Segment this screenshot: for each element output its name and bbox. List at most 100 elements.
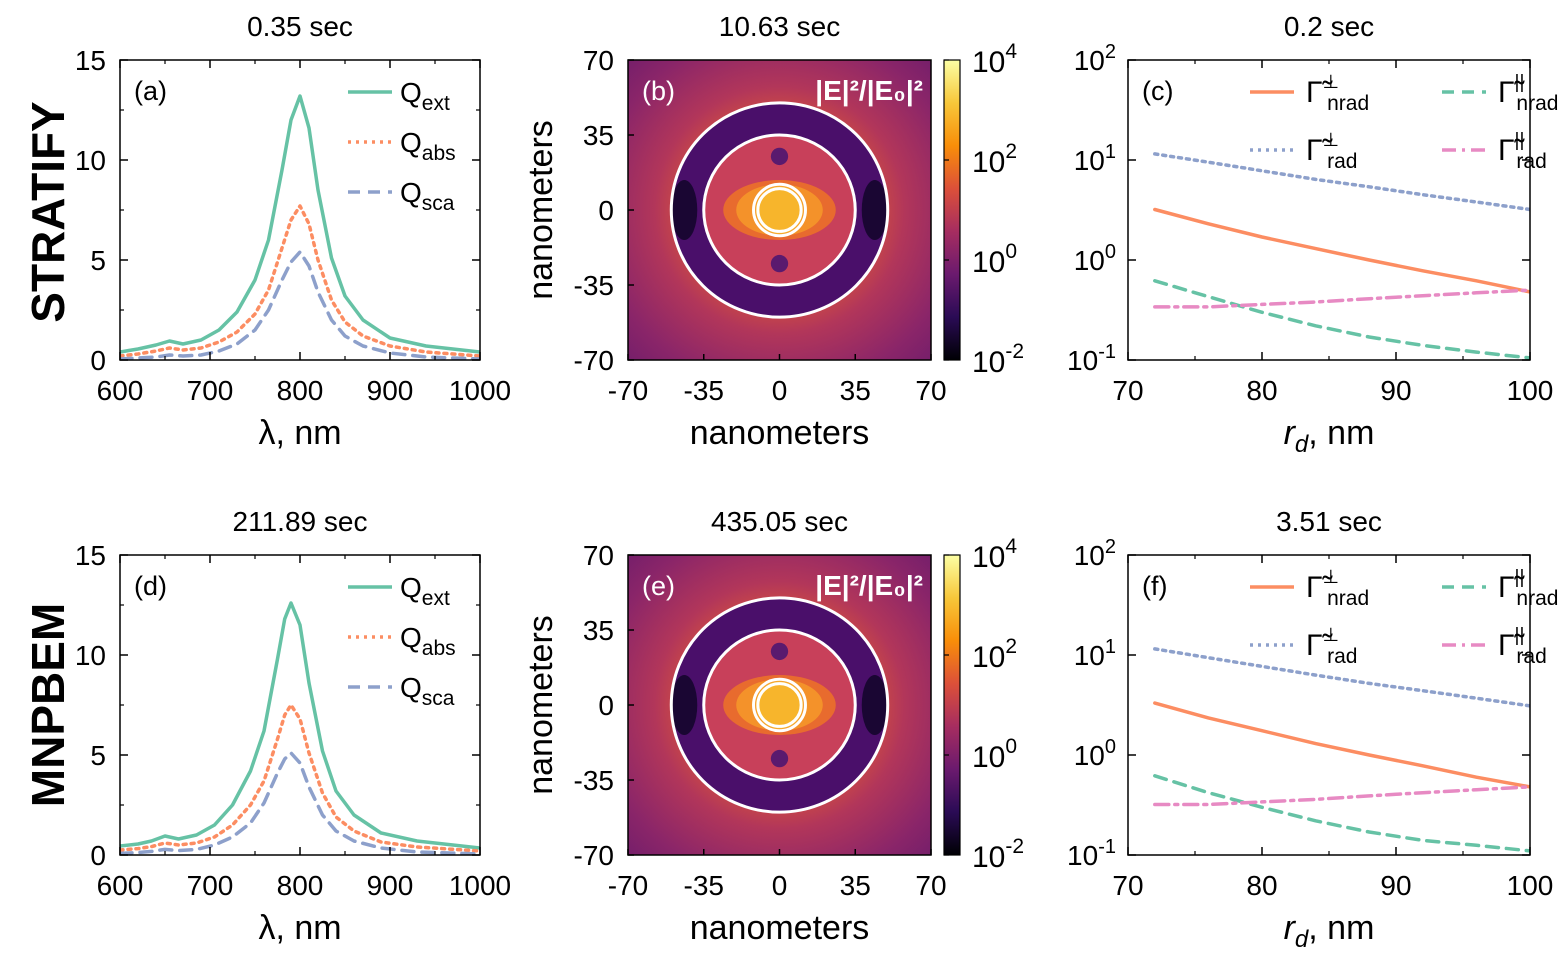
colorbar-tick-mantissa: 10: [972, 46, 1005, 79]
panel-label: (f): [1142, 571, 1167, 601]
x-tick-label: 70: [915, 870, 946, 901]
legend-label-rad-par: Γ̃|| rad: [1498, 130, 1547, 173]
legend-superscript: ||: [1515, 130, 1525, 151]
x-tick-label: 700: [187, 375, 234, 406]
colorbar-tick-mantissa: 10: [972, 146, 1005, 179]
x-tick-label: 70: [1112, 375, 1143, 406]
y-tick-mantissa: 10: [1074, 245, 1105, 276]
x-axis-subscript: d: [1295, 926, 1309, 953]
y-tick-label: 15: [75, 45, 106, 76]
panel-label: (d): [134, 571, 167, 601]
x-tick-label: 100: [1507, 375, 1554, 406]
colorbar: [943, 554, 961, 856]
legend-superscript: ||: [1515, 72, 1525, 93]
legend-superscript: ⊥: [1323, 130, 1340, 151]
colorbar-tick-label: 102: [972, 140, 1017, 179]
legend-label-nrad-perp: Γ̃⊥ nrad: [1306, 72, 1369, 115]
shell-min-right: [861, 675, 888, 735]
panel-title: 10.63 sec: [719, 11, 840, 42]
colorbar-tick-label: 100: [972, 735, 1017, 774]
y-tick-label: 0: [598, 195, 614, 226]
legend-superscript: ⊥: [1323, 567, 1340, 588]
legend-subscript: nrad: [1516, 92, 1558, 115]
legend-symbol: Q: [400, 127, 422, 158]
y-tick-label: 102: [1074, 41, 1116, 76]
shell-min-right: [861, 180, 888, 240]
y-tick-exponent: 0: [1105, 736, 1116, 758]
y-tick-exponent: 1: [1105, 141, 1116, 163]
panel-b: -70 -35 0 35 70 -70 -35 0 35 70 10.63 sec (b) |E|²/|…: [522, 11, 1024, 452]
legend-symbol: Q: [400, 622, 422, 653]
y-tick-label: 15: [75, 540, 106, 571]
x-tick-label: 90: [1380, 870, 1411, 901]
y-tick-mantissa: 10: [1074, 740, 1105, 771]
y-tick-mantissa: 10: [1074, 145, 1105, 176]
series-line-ext: [120, 94, 480, 354]
x-tick-label: 900: [367, 870, 414, 901]
series-line-rad-par: [1153, 785, 1530, 807]
legend-superscript: ⊥: [1323, 625, 1340, 646]
x-tick-label: 35: [840, 375, 871, 406]
legend-subscript: ext: [422, 92, 450, 115]
x-tick-label: -35: [684, 870, 724, 901]
x-tick-label: 100: [1507, 870, 1554, 901]
panel-title: 0.2 sec: [1284, 11, 1374, 42]
x-axis-label: λ, nm: [258, 909, 341, 947]
x-tick-label: 800: [277, 870, 324, 901]
legend-subscript: rad: [1516, 645, 1546, 668]
y-tick-label: -35: [574, 270, 614, 301]
colorbar-tick-exponent: 4: [1005, 535, 1017, 558]
y-tick-label: 100: [1074, 241, 1116, 276]
series-line-nrad-par: [1153, 774, 1530, 853]
colorbar-tick-label: 102: [972, 635, 1017, 674]
y-tick-exponent: 2: [1105, 536, 1116, 558]
legend-subscript: nrad: [1327, 92, 1369, 115]
node-bottom: [770, 749, 789, 768]
series-line-nrad-perp: [1153, 701, 1530, 789]
shell-min-left: [671, 180, 698, 240]
y-tick-label: 100: [1074, 736, 1116, 771]
x-tick-label: 700: [187, 870, 234, 901]
series-line-abs: [120, 204, 480, 358]
legend-label-abs: Qabs: [400, 127, 456, 165]
y-tick-mantissa: 10: [1074, 540, 1105, 571]
x-tick-label: 80: [1246, 375, 1277, 406]
y-tick-mantissa: 10: [1074, 45, 1105, 76]
colorbar-tick-exponent: 0: [1005, 735, 1017, 758]
colorbar-tick-mantissa: 10: [972, 841, 1005, 874]
series-group: [1153, 647, 1530, 853]
boundary-circle: [669, 101, 890, 319]
boundary-circle: [756, 682, 803, 728]
legend-subscript: rad: [1516, 150, 1546, 173]
y-tick-label: 5: [90, 740, 106, 771]
boundary-circle: [752, 182, 807, 238]
x-tick-label: 70: [1112, 870, 1143, 901]
legend-subscript: rad: [1327, 150, 1357, 173]
series-group: [1153, 152, 1530, 360]
x-tick-label: -35: [684, 375, 724, 406]
legend-label-ext: Qext: [400, 77, 450, 115]
boundary-circle: [669, 596, 890, 814]
y-tick-label: 0: [90, 345, 106, 376]
legend-subscript: abs: [422, 637, 456, 660]
panel-title: 211.89 sec: [233, 506, 368, 537]
y-tick-mantissa: 10: [1067, 345, 1098, 376]
colorbar-tick-mantissa: 10: [972, 641, 1005, 674]
colorbar-tick-exponent: -2: [1005, 835, 1024, 858]
panel-title: 3.51 sec: [1276, 506, 1382, 537]
x-axis-symbol: r: [1284, 909, 1297, 947]
x-tick-label: 800: [277, 375, 324, 406]
y-axis-label: nanometers: [522, 615, 560, 795]
y-axis-label: nanometers: [522, 120, 560, 300]
series-line-rad-perp: [1153, 152, 1530, 212]
boundary-circle: [702, 628, 857, 782]
x-tick-label: 900: [367, 375, 414, 406]
legend-subscript: nrad: [1327, 587, 1369, 610]
node-top: [770, 642, 789, 661]
x-axis-symbol: r: [1284, 414, 1297, 452]
colorbar-tick-exponent: -2: [1005, 340, 1024, 363]
boundary-circle: [756, 187, 803, 233]
